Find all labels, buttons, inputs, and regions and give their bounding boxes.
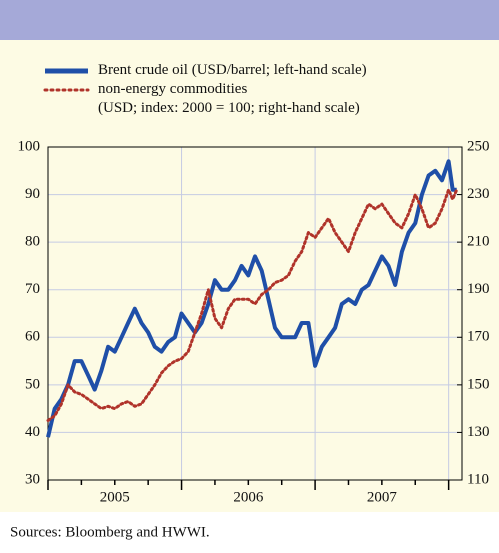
legend-label-line: non-energy commodities bbox=[98, 81, 247, 97]
x-tick-label: 2005 bbox=[100, 489, 130, 505]
x-tick-label: 2006 bbox=[233, 489, 264, 505]
y-tick-label: 80 bbox=[25, 234, 40, 250]
y2-tick-label: 110 bbox=[467, 471, 489, 487]
y-tick-label: 60 bbox=[25, 329, 40, 345]
y-tick-label: 100 bbox=[18, 138, 41, 154]
y2-tick-label: 170 bbox=[467, 329, 490, 345]
y2-tick-label: 130 bbox=[467, 424, 490, 440]
y2-tick-label: 190 bbox=[467, 281, 490, 297]
y2-tick-label: 250 bbox=[467, 138, 490, 154]
source-note: Sources: Bloomberg and HWWI. bbox=[10, 524, 210, 540]
series-line bbox=[46, 159, 457, 438]
y2-tick-label: 210 bbox=[467, 234, 490, 250]
series-line bbox=[46, 188, 459, 422]
legend-label-line: Brent crude oil (USD/barrel; left-hand s… bbox=[98, 62, 367, 78]
y-tick-label: 90 bbox=[25, 186, 40, 202]
y-tick-label: 70 bbox=[25, 281, 40, 297]
x-tick-label: 2007 bbox=[367, 489, 398, 505]
legend-label: non-energy commodities (USD; index: 2000 … bbox=[98, 81, 360, 116]
y-tick-label: 30 bbox=[25, 471, 40, 487]
plot-area bbox=[48, 147, 462, 480]
y-tick-label: 50 bbox=[25, 376, 40, 392]
y2-tick-label: 150 bbox=[467, 376, 490, 392]
legend-label-line: (USD; index: 2000 = 100; right-hand scal… bbox=[98, 100, 360, 116]
header-band bbox=[0, 0, 499, 40]
legend-label: Brent crude oil (USD/barrel; left-hand s… bbox=[98, 62, 367, 78]
plot-frame bbox=[47, 146, 463, 481]
y2-tick-label: 230 bbox=[467, 186, 490, 202]
y-tick-label: 40 bbox=[25, 424, 40, 440]
